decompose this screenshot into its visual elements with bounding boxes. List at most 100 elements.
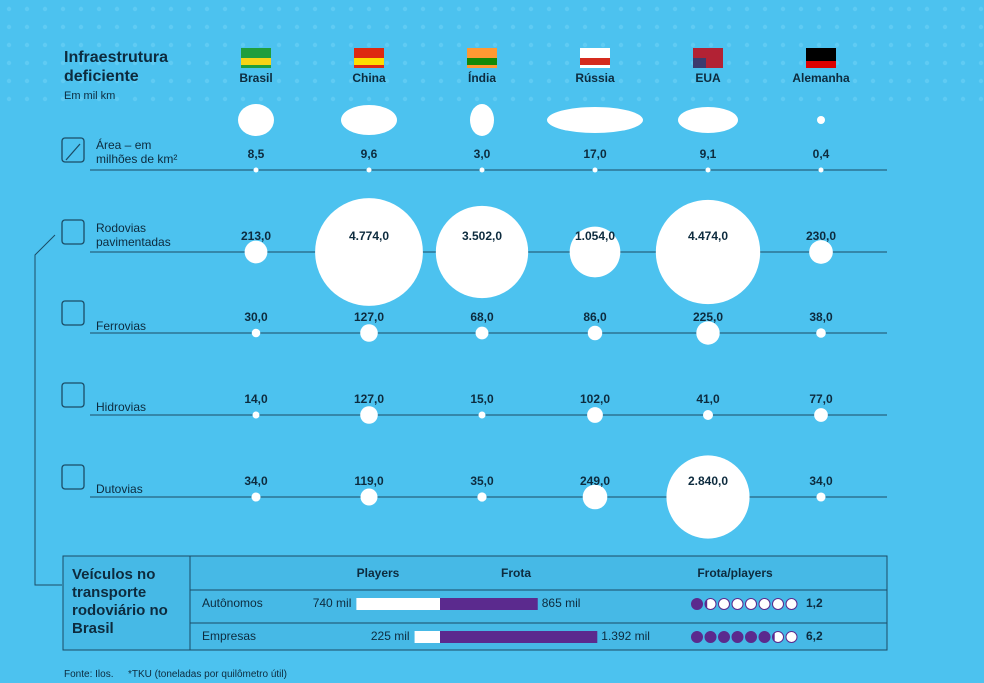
ratio-dot-fill (759, 631, 770, 643)
map-shape (238, 104, 274, 136)
row-icon (61, 382, 85, 408)
row-icon (61, 464, 85, 490)
fleet-bar (440, 598, 538, 610)
players-bar (356, 598, 440, 610)
bubble (592, 167, 598, 173)
bubble (360, 324, 378, 342)
bubble (696, 321, 720, 345)
ratio-dots (691, 598, 798, 610)
row-label: Autônomos (202, 596, 263, 610)
value-label: 119,0 (354, 474, 384, 488)
fleet-bar (440, 631, 598, 643)
flag-stripe (241, 58, 271, 65)
value-label: 15,0 (470, 392, 494, 406)
map-shape (341, 105, 397, 135)
bubble (360, 406, 378, 424)
bubble (582, 484, 608, 510)
ratio-dot-fill (745, 631, 757, 643)
value-label: 1.054,0 (575, 229, 615, 243)
bubble (666, 455, 750, 539)
row-label: Dutovias (96, 482, 143, 496)
source: Fonte: Ilos. (64, 669, 114, 680)
ratio-dot (785, 631, 798, 643)
bubble (478, 411, 486, 419)
ratio-dot-fill (705, 631, 716, 643)
row-label: Área – em milhões de km² (96, 138, 178, 166)
column-header: Frota/players (697, 566, 773, 580)
value-label: 8,5 (248, 147, 265, 161)
bubble (818, 167, 824, 173)
value-label: 34,0 (244, 474, 268, 488)
flag-stripe (693, 58, 706, 68)
column-header: Players (357, 566, 400, 580)
bubble (816, 492, 826, 502)
bubble (587, 325, 603, 341)
icon-arrow (65, 143, 81, 161)
ratio-dot (785, 598, 798, 610)
ratio-dot-fill (718, 631, 730, 643)
value-label: 127,0 (354, 392, 384, 406)
ratio-dot (758, 598, 771, 610)
country-name: Alemanha (792, 71, 850, 85)
value-label: 68,0 (470, 310, 494, 324)
bubble (366, 167, 372, 173)
value-label: 3.502,0 (462, 229, 502, 243)
flag-stripe (580, 58, 610, 65)
ratio-label: 1,2 (806, 596, 823, 610)
bubble (475, 326, 489, 340)
ratio-dot (718, 598, 730, 610)
value-label: 38,0 (809, 310, 833, 324)
value-label: 17,0 (583, 147, 607, 161)
ratio-dot-fill (772, 632, 775, 642)
value-label: 34,0 (809, 474, 833, 488)
bubble (435, 205, 529, 299)
ratio-dot (772, 598, 784, 610)
row-icon (61, 219, 85, 245)
bubble (244, 240, 268, 264)
bubble (703, 410, 713, 420)
row-icon (61, 137, 85, 163)
value-label: 14,0 (244, 392, 268, 406)
ratio-dot-fill (732, 631, 743, 643)
fleet-label: 865 mil (542, 596, 581, 610)
ratio-dot (731, 598, 744, 610)
bubble (360, 488, 378, 506)
value-label: 0,4 (813, 147, 830, 161)
bubble (253, 167, 259, 173)
row-label: Hidrovias (96, 400, 147, 414)
row-label: Ferrovias (96, 319, 147, 333)
column-header: Frota (501, 566, 531, 580)
ratio-dot-fill (691, 598, 703, 610)
value-label: 3,0 (474, 147, 491, 161)
map-shape (470, 104, 494, 136)
flag-stripe (467, 58, 497, 65)
country-name: Rússia (575, 71, 615, 85)
country-name: Índia (468, 70, 496, 85)
country-name: Brasil (239, 71, 272, 85)
row-icon (61, 300, 85, 326)
ratio-dots (691, 631, 798, 643)
title: Infraestrutura deficiente (64, 49, 169, 85)
value-label: 249,0 (580, 474, 610, 488)
bubble (479, 167, 485, 173)
players-label: 740 mil (313, 596, 352, 610)
value-label: 86,0 (583, 310, 607, 324)
bubble (251, 328, 261, 338)
ratio-dot (745, 598, 757, 610)
flag-stripe (354, 58, 384, 65)
bubble (315, 198, 423, 306)
value-label: 213,0 (241, 229, 271, 243)
subtitle: Em mil km (64, 90, 116, 102)
row-label: Rodovias pavimentadas (96, 221, 171, 249)
value-label: 102,0 (580, 392, 610, 406)
value-label: 41,0 (696, 392, 720, 406)
bubble (587, 407, 603, 423)
players-bar (414, 631, 440, 643)
ratio-dot-fill (705, 599, 708, 609)
vehicles-title: Veículos no transporte rodoviário no Bra… (72, 566, 168, 637)
value-label: 77,0 (809, 392, 833, 406)
bubble (477, 492, 487, 502)
value-label: 2.840,0 (688, 474, 728, 488)
note: *TKU (toneladas por quilômetro útil) (128, 669, 287, 680)
